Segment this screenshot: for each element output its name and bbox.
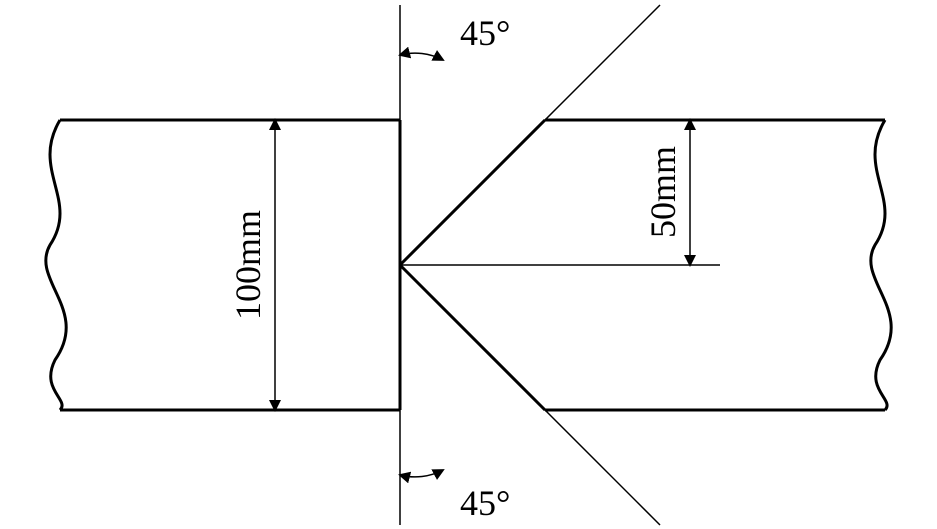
left-block [46, 120, 400, 410]
top-angle-label: 45° [460, 13, 510, 53]
top-angle-arc [400, 53, 443, 60]
technical-diagram: 100mm 50mm 45° 45° [0, 0, 937, 529]
bottom-angle-arc [400, 470, 443, 477]
angle-bottom-45: 45° [400, 265, 660, 525]
bottom-angle-diag [400, 265, 660, 525]
dimension-100mm: 100mm [228, 120, 275, 410]
top-angle-diag [400, 5, 660, 265]
left-break-edge [46, 120, 66, 410]
dimension-50mm: 50mm [400, 120, 720, 265]
bottom-angle-label: 45° [460, 483, 510, 523]
right-break-edge [871, 120, 891, 410]
dim-50mm-label: 50mm [643, 146, 683, 238]
angle-top-45: 45° [400, 5, 660, 265]
dim-100mm-label: 100mm [228, 210, 268, 320]
